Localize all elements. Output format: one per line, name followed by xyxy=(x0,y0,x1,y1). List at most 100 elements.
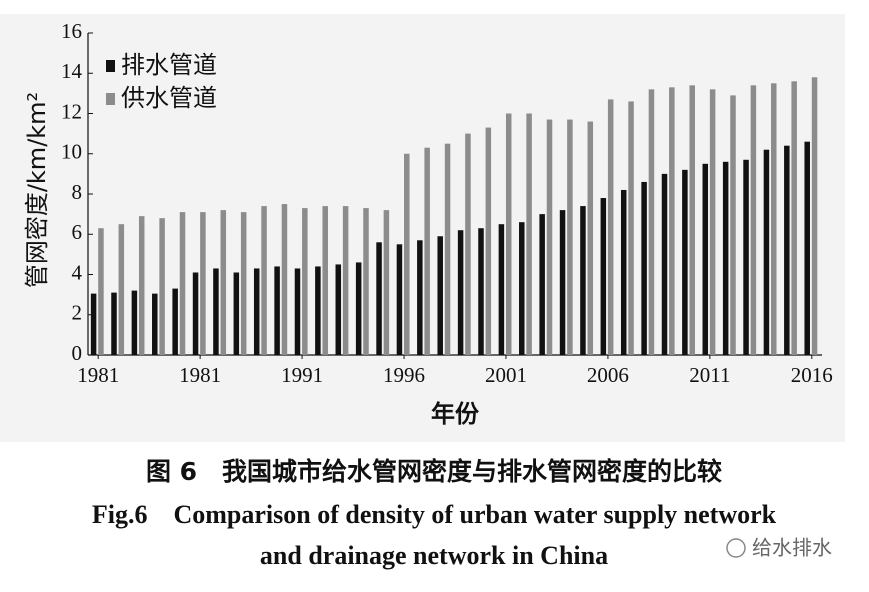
bar xyxy=(600,198,607,355)
bar xyxy=(404,153,410,355)
watermark: 给水排水 xyxy=(752,536,832,560)
x-tick-label: 1996 xyxy=(383,363,425,387)
bar xyxy=(709,89,716,355)
bar xyxy=(233,272,240,355)
y-tick-label: 12 xyxy=(61,99,82,123)
x-tick-label: 2006 xyxy=(587,363,629,387)
x-tick-label: 2011 xyxy=(689,363,730,387)
caption-en: and drainage network in China xyxy=(260,541,608,570)
y-tick-label: 6 xyxy=(72,220,83,244)
bar xyxy=(771,83,777,355)
bar xyxy=(179,212,186,355)
bar xyxy=(90,293,97,355)
bar xyxy=(587,121,594,355)
bar xyxy=(363,208,369,355)
bar xyxy=(682,169,688,355)
bar xyxy=(240,212,247,355)
bar xyxy=(111,292,117,355)
watermark-icon xyxy=(726,538,746,558)
bar xyxy=(281,204,288,355)
bar xyxy=(485,127,492,356)
bar xyxy=(302,208,308,355)
bar xyxy=(763,149,770,355)
bar xyxy=(355,262,362,355)
bar xyxy=(811,77,818,356)
bar xyxy=(220,210,227,355)
x-tick-label: 2016 xyxy=(791,363,833,387)
bar xyxy=(335,264,342,355)
bar xyxy=(539,214,545,355)
bar xyxy=(131,290,138,355)
bar xyxy=(253,268,260,355)
bar xyxy=(383,210,390,355)
y-tick-label: 10 xyxy=(61,140,82,164)
y-tick-label: 8 xyxy=(72,180,83,204)
bar xyxy=(159,218,165,355)
bar xyxy=(730,95,736,355)
bar xyxy=(743,159,749,355)
bar xyxy=(274,266,280,355)
bar xyxy=(567,119,573,355)
bar xyxy=(702,163,709,355)
legend-swatch xyxy=(106,60,115,72)
bar xyxy=(620,189,627,355)
bar xyxy=(152,293,158,355)
bar xyxy=(580,206,586,355)
bar xyxy=(424,147,430,355)
bar xyxy=(526,113,532,355)
bar xyxy=(98,228,104,355)
bar xyxy=(138,216,145,355)
bar xyxy=(505,113,512,355)
bar xyxy=(546,119,553,355)
x-tick-label: 1991 xyxy=(281,363,323,387)
bar xyxy=(607,99,614,355)
bar xyxy=(498,224,505,355)
bar xyxy=(661,173,668,355)
bar xyxy=(648,89,655,355)
bar xyxy=(478,228,484,355)
legend-swatch xyxy=(106,93,115,105)
bar xyxy=(669,87,675,356)
y-tick-label: 16 xyxy=(61,19,82,43)
bar xyxy=(784,145,790,355)
bar xyxy=(628,101,634,355)
bar xyxy=(791,81,797,356)
bar xyxy=(559,210,566,355)
y-tick-label: 0 xyxy=(72,341,83,365)
bar xyxy=(444,143,451,355)
bar xyxy=(213,268,219,355)
bar xyxy=(457,230,464,355)
bar xyxy=(118,224,125,355)
legend-label: 排水管道 xyxy=(121,51,217,79)
bar xyxy=(804,141,810,355)
bar xyxy=(322,206,328,355)
bar xyxy=(192,272,199,355)
bar xyxy=(465,133,471,355)
bar xyxy=(641,181,647,355)
bar xyxy=(200,212,206,355)
bar xyxy=(261,206,267,355)
y-axis-label: 管网密度/km/km² xyxy=(23,92,51,288)
bar xyxy=(722,161,729,355)
bar xyxy=(750,85,757,355)
x-axis-label: 年份 xyxy=(431,400,480,428)
bar xyxy=(396,244,403,355)
caption-en: Fig.6 Comparison of density of urban wat… xyxy=(92,500,777,529)
bar xyxy=(294,268,301,355)
bar xyxy=(689,85,695,355)
legend-label: 供水管道 xyxy=(121,84,217,112)
bar xyxy=(437,236,443,355)
bar xyxy=(417,240,423,355)
bar xyxy=(315,266,321,355)
bar xyxy=(342,206,349,355)
bar xyxy=(519,222,525,355)
x-tick-label: 2001 xyxy=(485,363,527,387)
caption-cn: 图 6 我国城市给水管网密度与排水管网密度的比较 xyxy=(146,457,722,486)
x-tick-label: 1981 xyxy=(179,363,221,387)
bar xyxy=(172,288,178,355)
y-tick-label: 14 xyxy=(61,59,83,83)
bar xyxy=(376,242,382,355)
y-tick-label: 4 xyxy=(72,260,83,284)
